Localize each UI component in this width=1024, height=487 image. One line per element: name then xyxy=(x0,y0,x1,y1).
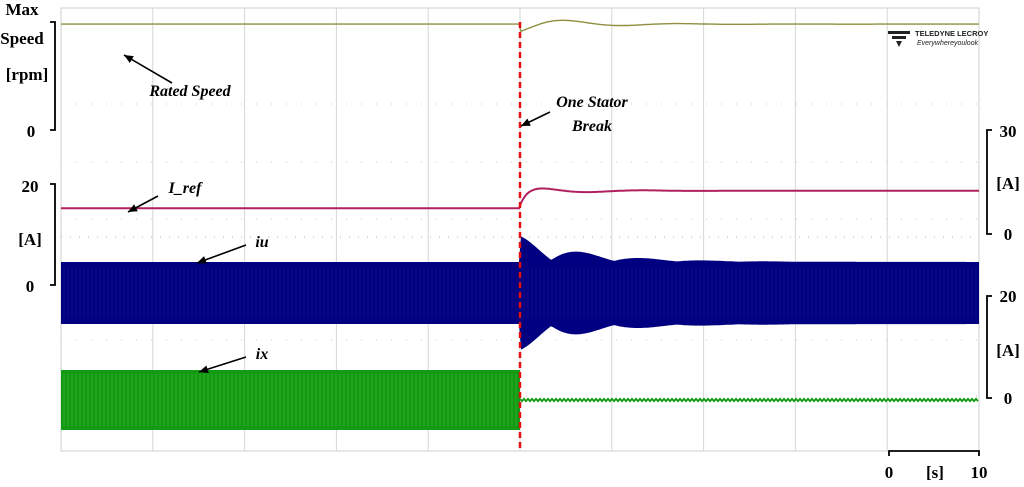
ix-trace-envelope xyxy=(61,370,520,430)
arrow-i-ref-head xyxy=(128,204,138,212)
arrow-stator-break-head xyxy=(521,118,531,126)
speed-axis-label-line-3: [rpm] xyxy=(6,65,48,84)
time-scale-tick-zero: 0 xyxy=(885,463,894,482)
ix-trace-texture xyxy=(63,374,517,426)
current-right-upper-tick-top: 30 xyxy=(1000,122,1017,141)
arrow-rated-speed-head xyxy=(124,55,134,63)
current-left-axis-label: [A] xyxy=(18,230,42,249)
arrow-rated-speed xyxy=(123,54,173,84)
annotation-rated-speed: Rated Speed xyxy=(148,83,231,100)
speed-axis-tick-zero: 0 xyxy=(27,122,36,141)
speed-axis-frame xyxy=(50,21,56,131)
current-left-axis-frame xyxy=(50,183,56,286)
time-scale-frame xyxy=(888,450,980,456)
time-scale-label: [s] xyxy=(926,463,944,482)
ix-trace-after-break xyxy=(519,397,979,403)
current-left-tick-zero: 0 xyxy=(26,277,35,296)
annotation-stator-break-line-2: Break xyxy=(571,118,612,135)
arrow-stator-break xyxy=(520,111,551,127)
current-right-lower-tick-zero: 0 xyxy=(1004,389,1013,408)
current-right-upper-axis-label: [A] xyxy=(996,174,1020,193)
current-right-lower-tick-top: 20 xyxy=(1000,287,1017,306)
teledyne-logo-icon xyxy=(888,31,910,47)
speed-axis-label-line-2: Speed xyxy=(0,29,44,48)
current-right-lower-axis-label: [A] xyxy=(996,341,1020,360)
logo-tagline: Everywhereyoulook xyxy=(917,40,979,47)
current-left-tick-top: 20 xyxy=(22,177,39,196)
current-right-upper-tick-zero: 0 xyxy=(1004,225,1013,244)
current-right-upper-axis-frame xyxy=(986,129,992,235)
time-scale-tick-max: 10 xyxy=(971,463,988,482)
annotation-iu: iu xyxy=(255,234,268,251)
iu-trace-texture xyxy=(63,267,977,319)
axis-frames xyxy=(50,21,992,456)
arrow-i-ref xyxy=(127,195,159,213)
annotation-ix: ix xyxy=(256,346,268,363)
arrow-ix xyxy=(198,356,247,374)
teledyne-lecroy-logo: TELEDYNE LECROY Everywhereyoulook xyxy=(888,29,988,47)
annotation-arrows xyxy=(123,54,551,374)
speed-axis-label-line-1: Max xyxy=(5,0,39,19)
arrow-ix-head xyxy=(199,365,209,374)
annotation-stator-break-line-1: One Stator xyxy=(556,94,628,111)
arrow-iu-head xyxy=(197,256,207,264)
arrow-iu xyxy=(196,244,247,264)
arrow-rated-speed-shaft xyxy=(123,54,173,84)
logo-brand: TELEDYNE LECROY xyxy=(915,29,988,38)
annotation-i-ref: I_ref xyxy=(168,180,204,197)
current-right-lower-axis-frame xyxy=(986,295,992,399)
